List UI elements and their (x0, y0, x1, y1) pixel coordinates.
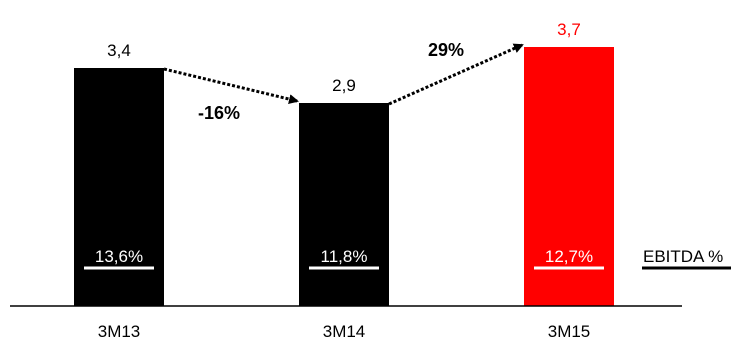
ebitda-percent-label: EBITDA % (643, 247, 723, 266)
value-label-3m13: 3,4 (107, 41, 131, 60)
category-label-3m13: 3M13 (98, 322, 141, 341)
ebitda-margin-label-3m13: 13,6% (95, 247, 143, 266)
category-label-3m14: 3M14 (323, 322, 366, 341)
growth-label-3m13-3m14: -16% (198, 103, 240, 123)
ebitda-margin-label-3m15: 12,7% (545, 247, 593, 266)
ebitda-margin-label-3m14: 11,8% (321, 247, 368, 266)
growth-arrow-3m13-3m14 (163, 67, 299, 104)
value-label-3m14: 2,9 (332, 76, 356, 95)
growth-label-3m14-3m15: 29% (428, 40, 464, 60)
bar-3m14 (299, 103, 389, 306)
bar-3m15 (524, 47, 614, 306)
growth-arrow-3m14-3m15 (388, 43, 524, 106)
bar-3m13 (74, 68, 164, 306)
ebitda-percent-legend: EBITDA % (642, 247, 731, 270)
value-label-3m15: 3,7 (557, 20, 581, 39)
category-label-3m15: 3M15 (548, 322, 591, 341)
